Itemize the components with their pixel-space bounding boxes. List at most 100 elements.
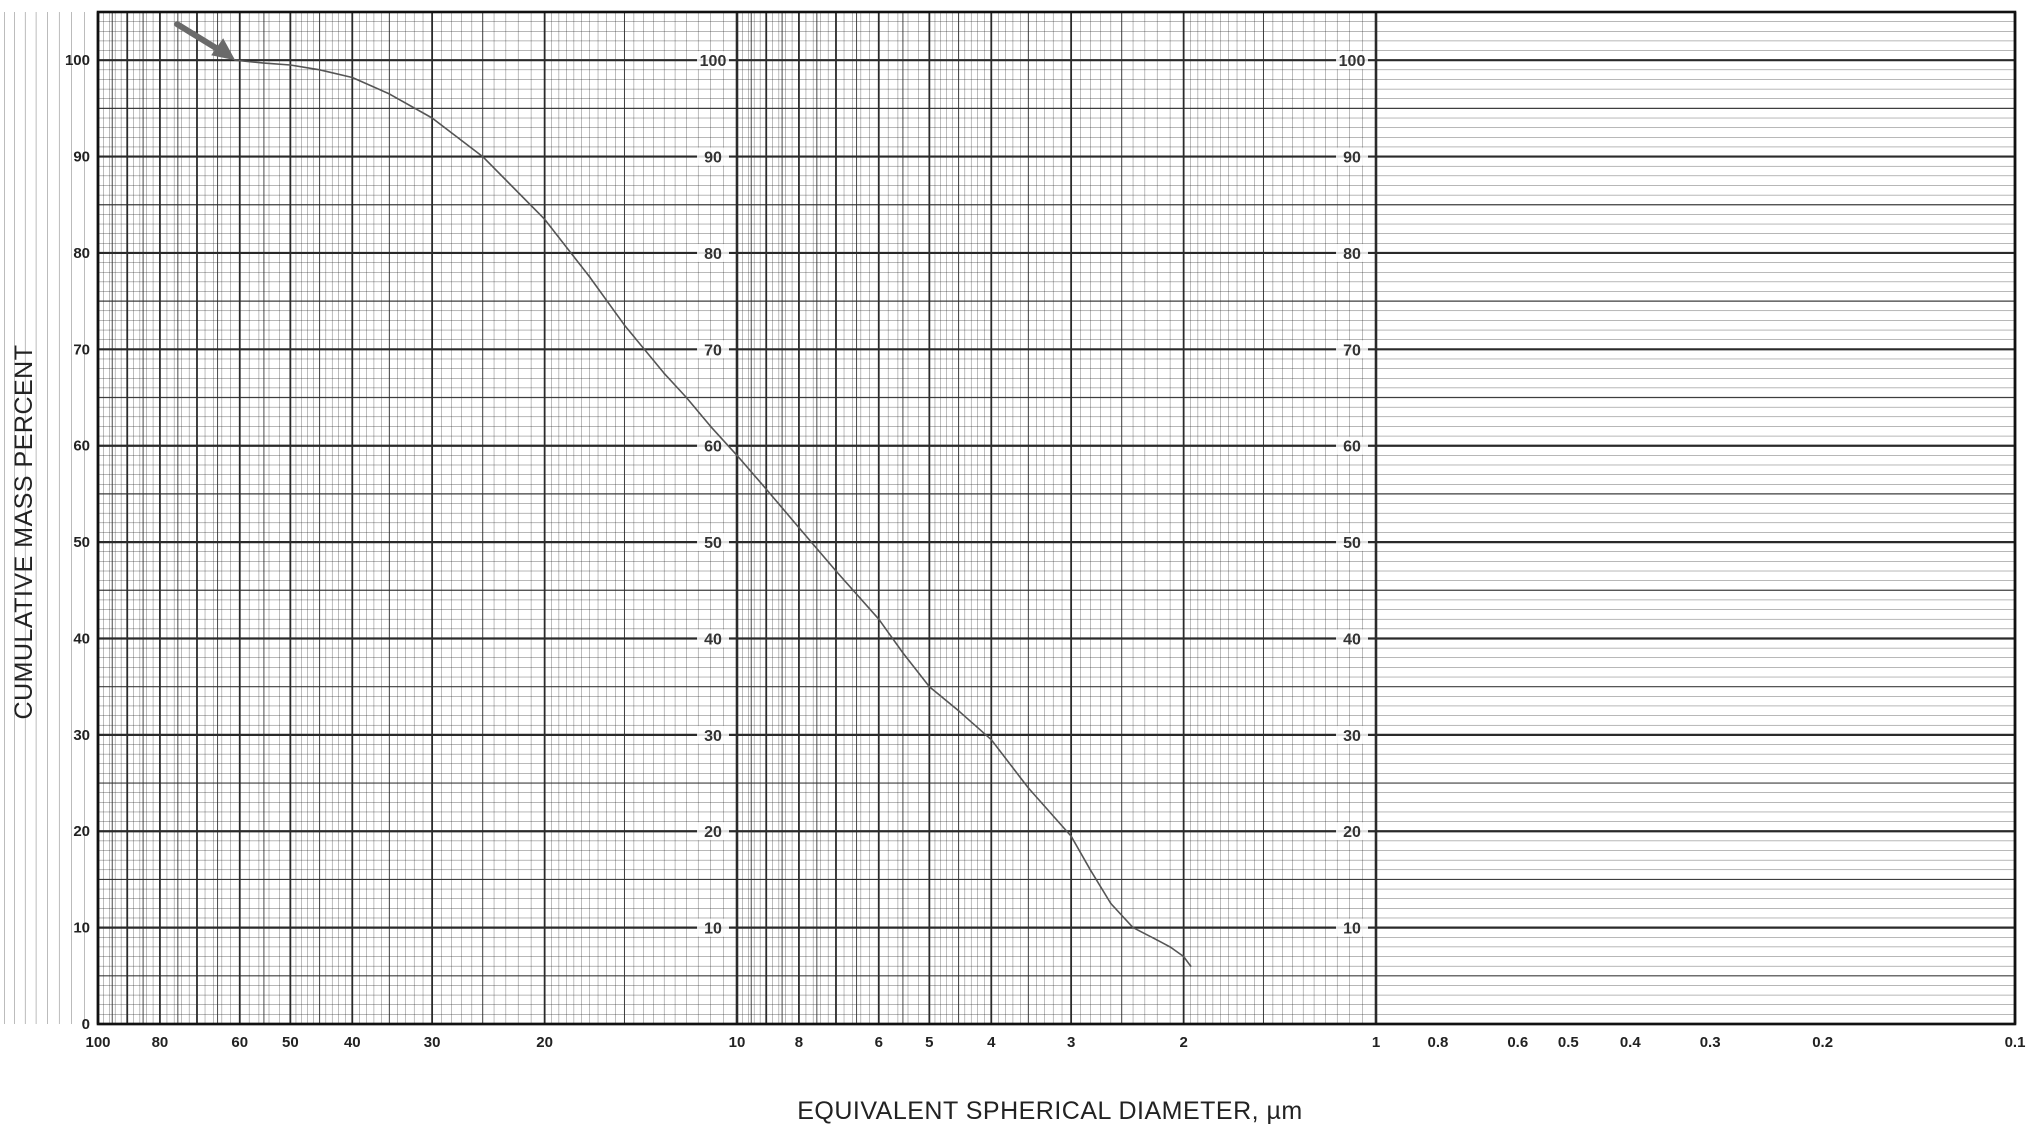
inner-scale-label: 90 — [704, 150, 722, 167]
data-point — [736, 454, 738, 457]
data-point — [1132, 926, 1134, 929]
x-tick-label: 50 — [282, 1034, 299, 1051]
inner-label-bg — [1336, 629, 1368, 648]
x-tick-label: 5 — [925, 1034, 933, 1051]
y-tick-label: 40 — [73, 630, 90, 647]
plot-area — [98, 12, 2015, 1024]
y-tick-label: 70 — [73, 341, 90, 358]
inner-scale-label: 30 — [704, 728, 722, 745]
inner-label-bg — [697, 436, 729, 455]
x-tick-label: 0.8 — [1427, 1034, 1448, 1051]
inner-scale-label: 20 — [704, 824, 722, 841]
x-tick-label: 4 — [987, 1034, 996, 1051]
data-point — [431, 117, 434, 119]
data-point — [1109, 902, 1112, 905]
inner-label-bg — [1336, 725, 1368, 744]
y-tick-label: 100 — [65, 52, 90, 69]
data-point — [1089, 868, 1092, 871]
x-tick-label: 10 — [729, 1034, 746, 1051]
data-point — [1070, 835, 1073, 837]
data-point — [543, 218, 546, 221]
data-point — [928, 685, 931, 688]
y-tick-label: 0 — [82, 1016, 90, 1033]
y-tick-label: 30 — [73, 727, 90, 744]
x-tick-label: 0.4 — [1620, 1034, 1642, 1051]
x-tick-label: 1 — [1372, 1034, 1380, 1051]
x-axis-title: EQUIVALENT SPHERICAL DIAMETER, µm — [797, 1097, 1303, 1125]
data-point — [623, 324, 626, 327]
y-tick-label: 20 — [73, 823, 90, 840]
data-curve — [234, 59, 1192, 968]
inner-scale-label: 100 — [1339, 53, 1366, 70]
data-point — [765, 488, 768, 490]
inner-label-bg — [1336, 822, 1368, 841]
data-point — [289, 64, 292, 66]
y-tick-label: 60 — [73, 438, 90, 455]
data-point — [481, 155, 484, 158]
x-tick-label: 100 — [85, 1034, 110, 1051]
data-point — [957, 709, 960, 712]
inner-label-bg — [697, 822, 729, 841]
x-tick-label: 0.2 — [1812, 1034, 1833, 1051]
inner-label-bg — [1336, 243, 1368, 262]
inner-scale-label: 80 — [704, 246, 722, 263]
inner-scale-label: 10 — [704, 921, 722, 938]
inner-label-bg — [1336, 51, 1368, 70]
arrow-annotation — [174, 21, 236, 61]
data-point — [798, 526, 800, 529]
inner-label-bg — [697, 243, 729, 262]
data-point — [1027, 786, 1030, 789]
data-point — [351, 76, 354, 79]
x-tick-label: 2 — [1179, 1034, 1187, 1051]
x-tick-label: 8 — [795, 1034, 803, 1051]
x-tick-label: 0.1 — [2005, 1034, 2026, 1051]
inner-label-bg — [697, 725, 729, 744]
data-point — [685, 396, 688, 399]
inner-scale-label: 50 — [704, 535, 722, 552]
inner-label-bg — [697, 533, 729, 552]
inner-scale-label: 20 — [1343, 824, 1361, 841]
inner-scale-labels: 10 20 30 40 50 60 70 80 90 100 10 20 30 40 50 60 70 80 90 1… — [697, 51, 1368, 938]
y-tick-label: 10 — [73, 920, 90, 937]
x-tick-label: 0.5 — [1558, 1034, 1579, 1051]
inner-label-bg — [697, 629, 729, 648]
inner-label-bg — [1336, 918, 1368, 937]
data-series-line — [235, 59, 1192, 967]
data-point — [1189, 965, 1192, 968]
inner-scale-label: 60 — [1343, 439, 1361, 456]
data-point — [1169, 945, 1172, 948]
inner-scale-label: 60 — [704, 439, 722, 456]
arrow-shaft — [174, 21, 225, 55]
x-tick-label: 30 — [424, 1034, 441, 1051]
inner-label-bg — [697, 51, 729, 70]
data-point — [263, 62, 265, 64]
inner-scale-label: 50 — [1343, 535, 1361, 552]
inner-label-bg — [1336, 340, 1368, 359]
data-point — [1156, 939, 1159, 942]
data-point — [835, 570, 837, 572]
x-tick-labels: 100 80 60 50 40 30 20 10 8 6 5 4 3 2 1 0.8 0.6 0.5 0.4 0.3 0… — [85, 1034, 2025, 1051]
data-point — [588, 276, 591, 278]
data-point — [902, 652, 904, 654]
inner-scale-label: 40 — [704, 631, 722, 648]
inner-label-bg — [1336, 147, 1368, 166]
inner-scale-label: 70 — [704, 342, 722, 359]
arrow-head — [211, 38, 236, 61]
y-tick-label: 90 — [73, 149, 90, 166]
inner-label-bg — [697, 147, 729, 166]
x-tick-label: 80 — [152, 1034, 169, 1051]
data-point — [663, 372, 666, 375]
data-point — [1182, 955, 1185, 958]
x-tick-label: 20 — [536, 1034, 553, 1051]
x-tick-label: 6 — [875, 1034, 883, 1051]
x-tick-label: 60 — [231, 1034, 248, 1051]
inner-scale-label: 80 — [1343, 246, 1361, 263]
data-point — [877, 618, 880, 621]
inner-label-bg — [1336, 436, 1368, 455]
inner-label-bg — [697, 918, 729, 937]
x-tick-label: 0.6 — [1507, 1034, 1528, 1051]
inner-scale-label: 70 — [1343, 342, 1361, 359]
inner-scale-label: 10 — [1343, 921, 1361, 938]
